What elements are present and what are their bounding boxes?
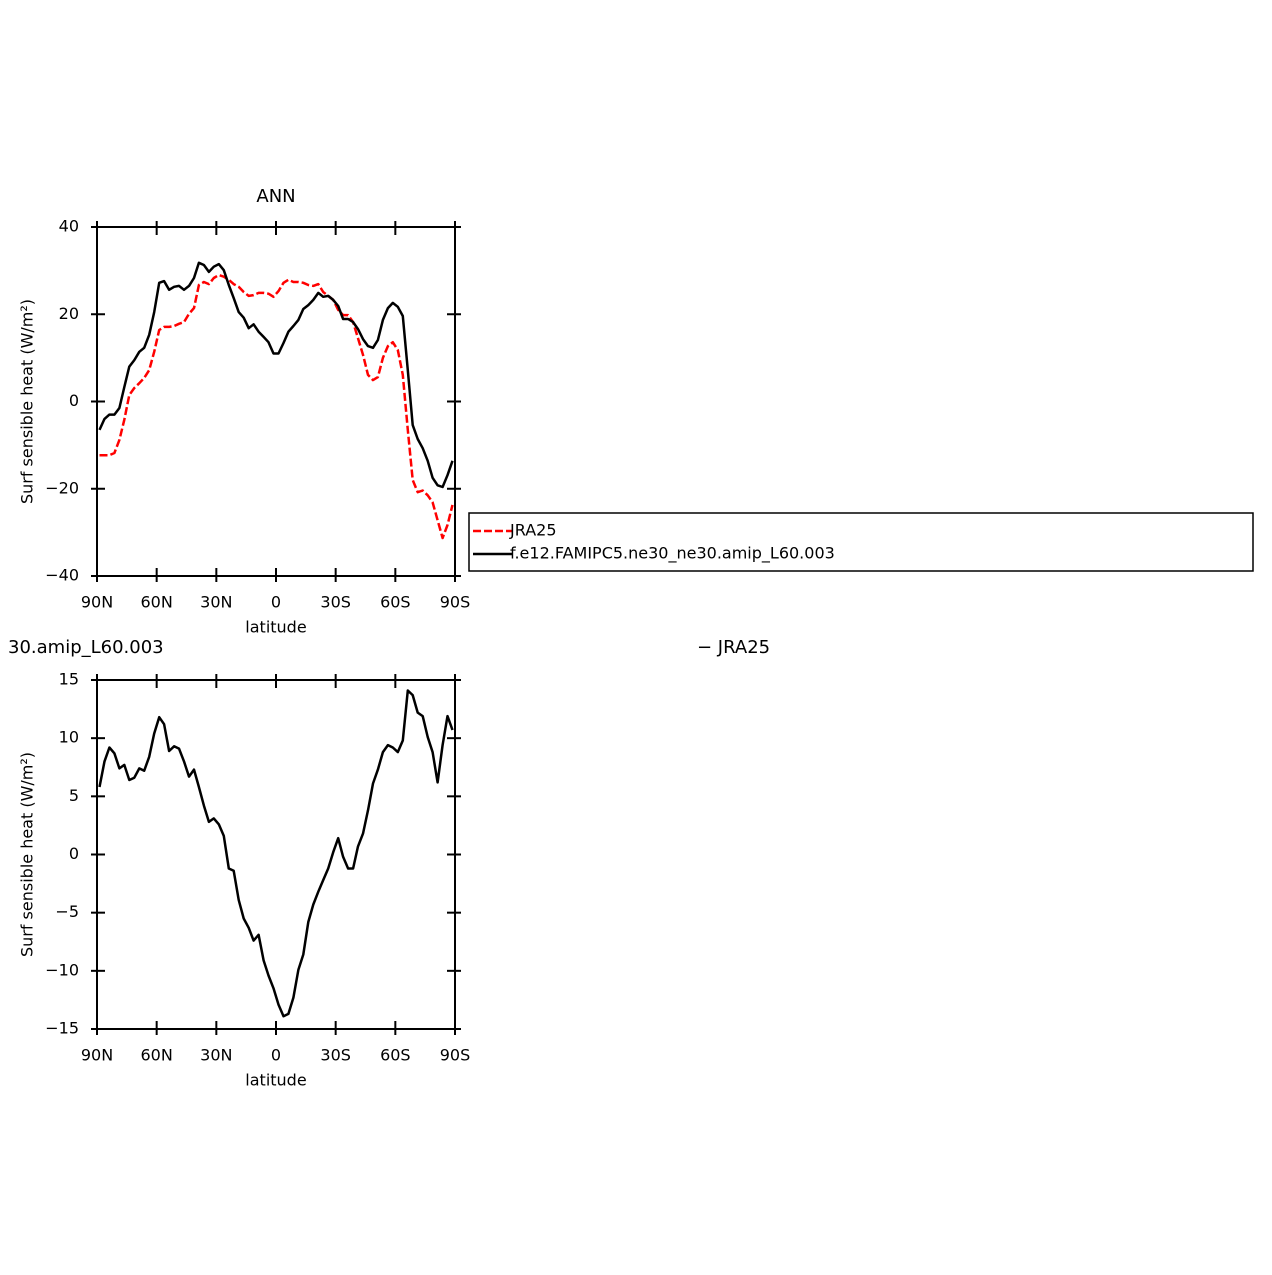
chart-title-fragment: 30.amip_L60.003 [8, 637, 164, 658]
y-tick-label: 20 [59, 304, 79, 323]
y-axis-label: Surf sensible heat (W/m²) [18, 752, 37, 957]
x-tick-label: 90S [440, 1046, 471, 1065]
x-tick-label: 90S [440, 593, 471, 612]
y-tick-label: 40 [59, 217, 79, 236]
x-tick-label: 60N [141, 593, 173, 612]
plot-frame [96, 226, 456, 577]
y-tick-label: −10 [45, 960, 79, 979]
y-tick-label: 0 [69, 391, 79, 410]
y-tick-label: 5 [69, 786, 79, 805]
legend-label: f.e12.FAMIPC5.ne30_ne30.amip_L60.003 [510, 544, 835, 564]
y-tick-label: −5 [55, 902, 79, 921]
y-tick-label: 10 [59, 728, 79, 747]
plot-frame [96, 679, 456, 1030]
chart-title-fragment: − JRA25 [697, 637, 770, 658]
x-tick-label: 90N [81, 1046, 113, 1065]
y-tick-label: −40 [45, 566, 79, 585]
y-axis-label: Surf sensible heat (W/m²) [18, 299, 37, 504]
x-axis-label: latitude [245, 1071, 306, 1090]
x-tick-label: 0 [271, 593, 281, 612]
x-tick-label: 30N [200, 1046, 232, 1065]
x-tick-label: 30N [200, 593, 232, 612]
x-axis-label: latitude [245, 618, 306, 637]
legend-label: JRA25 [509, 521, 557, 540]
x-tick-label: 90N [81, 593, 113, 612]
y-tick-label: −15 [45, 1019, 79, 1038]
x-tick-label: 60S [380, 1046, 411, 1065]
series-line [98, 261, 454, 489]
y-tick-label: −20 [45, 478, 79, 497]
y-tick-label: 15 [59, 670, 79, 689]
x-tick-label: 60N [141, 1046, 173, 1065]
legend-box [468, 512, 1254, 572]
series-line [99, 273, 454, 540]
chart-title: ANN [256, 186, 295, 207]
x-tick-label: 30S [320, 1046, 351, 1065]
series-line [98, 689, 454, 1018]
x-tick-label: 30S [320, 593, 351, 612]
x-tick-label: 60S [380, 593, 411, 612]
x-tick-label: 0 [271, 1046, 281, 1065]
y-tick-label: 0 [69, 844, 79, 863]
